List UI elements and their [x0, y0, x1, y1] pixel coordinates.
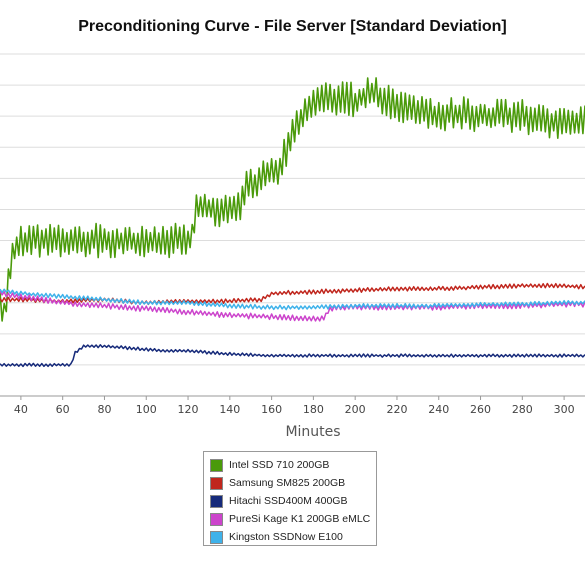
legend-item: Samsung SM825 200GB [210, 474, 370, 492]
x-axis: 40 60 80 100 120 140 160 180 200 220 240 260 280 300 [14, 396, 575, 416]
x-tick-label: 100 [136, 403, 157, 416]
legend-label: Kingston SSDNow E100 [229, 531, 343, 543]
legend-swatch [210, 458, 223, 472]
legend-item: Hitachi SSD400M 400GB [210, 492, 370, 510]
grid [0, 53, 585, 397]
line-chart: 40 60 80 100 120 140 160 180 200 220 240 260 280 300 … [0, 53, 585, 440]
legend-item: PureSi Kage K1 200GB eMLC [210, 510, 370, 528]
x-tick-label: 300 [554, 403, 575, 416]
legend: Intel SSD 710 200GB Samsung SM825 200GB Hi… [203, 451, 377, 546]
series-line-2 [0, 282, 585, 306]
legend-label: Samsung SM825 200GB [229, 477, 346, 489]
x-tick-label: 280 [512, 403, 533, 416]
x-tick-label: 120 [178, 403, 199, 416]
series-line-1 [0, 77, 585, 322]
x-tick-label: 200 [345, 403, 366, 416]
series-lines [0, 77, 585, 368]
x-tick-label: 140 [219, 403, 240, 416]
x-tick-label: 160 [261, 403, 282, 416]
series-line-5 [0, 288, 585, 311]
x-tick-label: 240 [428, 403, 449, 416]
legend-swatch [210, 512, 223, 526]
x-tick-label: 220 [386, 403, 407, 416]
series-line-3 [0, 344, 585, 368]
x-tick-label: 60 [56, 403, 70, 416]
legend-label: PureSi Kage K1 200GB eMLC [229, 513, 371, 525]
x-axis-title: Minutes [285, 424, 340, 440]
x-tick-label: 40 [14, 403, 28, 416]
x-tick-label: 180 [303, 403, 324, 416]
legend-item: Intel SSD 710 200GB [210, 456, 370, 474]
legend-swatch [210, 530, 223, 544]
chart-title: Preconditioning Curve - File Server [Sta… [78, 18, 507, 35]
x-tick-label: 260 [470, 403, 491, 416]
legend-label: Hitachi SSD400M 400GB [229, 495, 348, 507]
legend-label: Intel SSD 710 200GB [229, 459, 330, 471]
legend-swatch [210, 476, 223, 490]
legend-swatch [210, 494, 223, 508]
series-line-4 [0, 290, 585, 322]
x-tick-label: 80 [97, 403, 111, 416]
legend-item: Kingston SSDNow E100 [210, 528, 370, 546]
